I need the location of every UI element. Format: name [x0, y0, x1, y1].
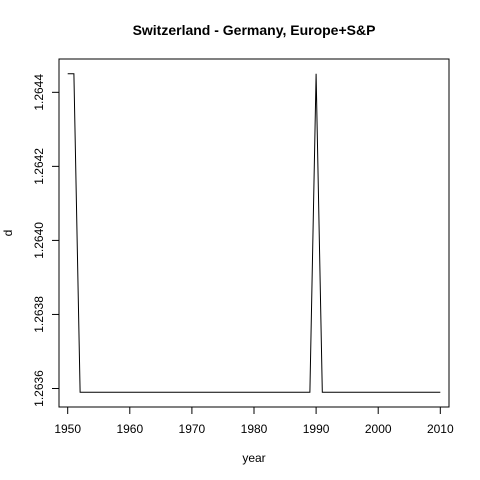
series-line [67, 73, 441, 393]
y-tick-label: 1.2638 [32, 296, 46, 333]
x-axis-label: year [242, 451, 265, 465]
x-tick-label: 1960 [116, 422, 143, 436]
x-tick-label: 1950 [54, 422, 81, 436]
x-tick-label: 1980 [241, 422, 268, 436]
chart-title: Switzerland - Germany, Europe+S&P [133, 22, 376, 38]
y-tick-label: 1.2640 [32, 222, 46, 259]
x-tick-label: 2010 [427, 422, 454, 436]
series-layer [67, 73, 441, 393]
x-tick-label: 1990 [303, 422, 330, 436]
y-tick-label: 1.2644 [32, 74, 46, 111]
y-tick-label: 1.2642 [32, 148, 46, 185]
y-tick-label: 1.2636 [32, 370, 46, 407]
x-tick-label: 1970 [179, 422, 206, 436]
y-axis-label: d [1, 230, 15, 237]
x-axis: 1950 1960 1970 1980 1990 2000 2010 [54, 406, 454, 436]
y-axis: 1.2636 1.2638 1.2640 1.2642 1.2644 [32, 74, 60, 407]
x-tick-label: 2000 [365, 422, 392, 436]
